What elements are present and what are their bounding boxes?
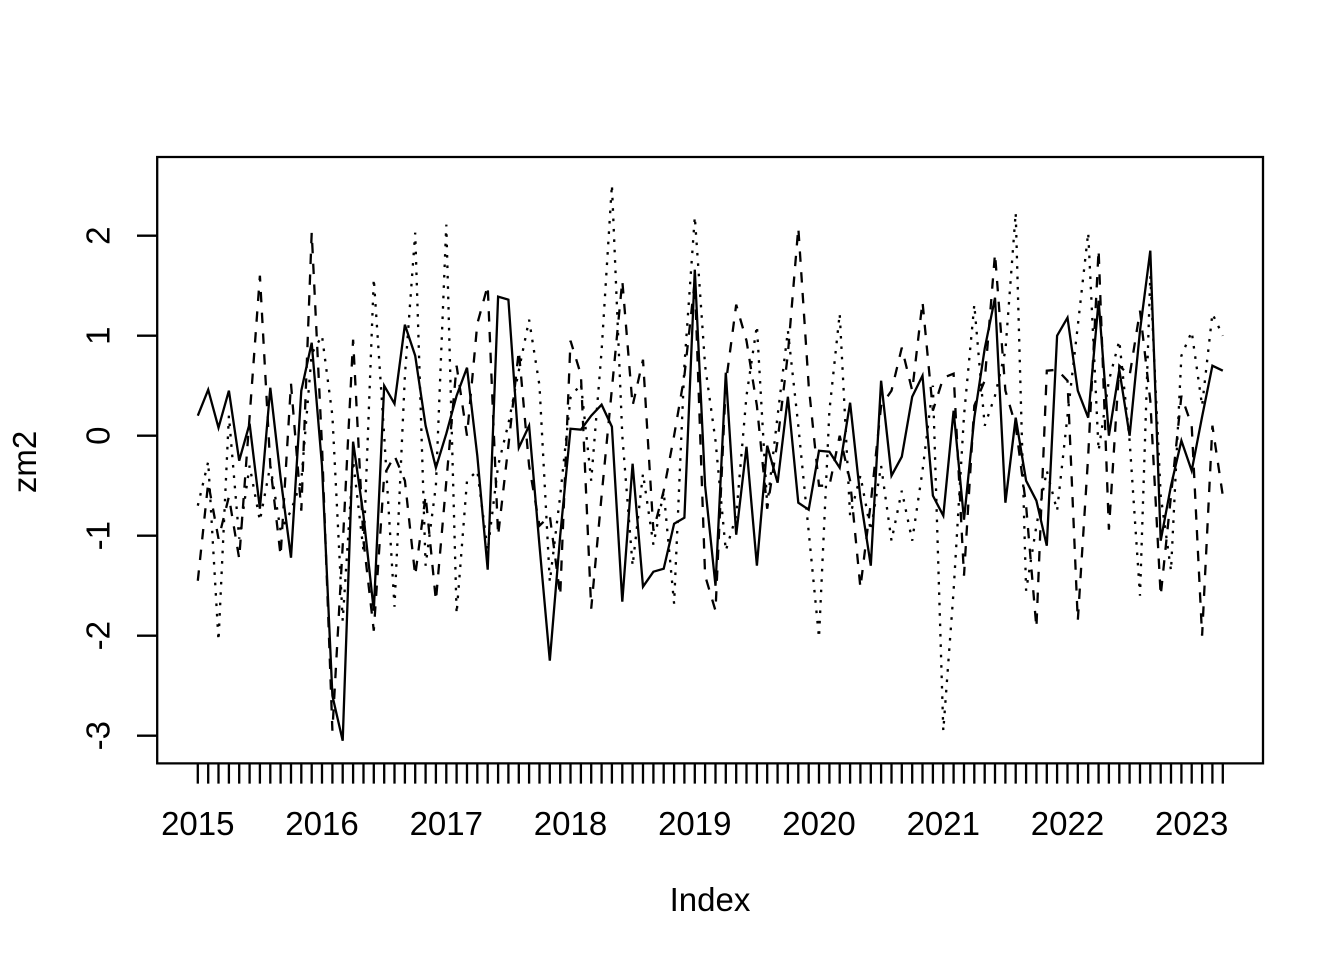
svg-text:2018: 2018 [534,805,607,842]
svg-text:2016: 2016 [285,805,358,842]
svg-text:-1: -1 [80,521,117,550]
svg-text:2015: 2015 [161,805,234,842]
svg-text:Index: Index [670,881,751,918]
svg-text:zm2: zm2 [6,431,43,493]
svg-text:1: 1 [80,327,117,345]
svg-text:2: 2 [80,227,117,245]
svg-text:2019: 2019 [658,805,731,842]
svg-text:2023: 2023 [1155,805,1228,842]
svg-text:-2: -2 [80,621,117,650]
svg-text:0: 0 [80,427,117,445]
svg-text:2020: 2020 [782,805,855,842]
svg-text:2021: 2021 [907,805,980,842]
svg-text:-3: -3 [80,721,117,750]
svg-text:2017: 2017 [410,805,483,842]
svg-text:2022: 2022 [1031,805,1104,842]
